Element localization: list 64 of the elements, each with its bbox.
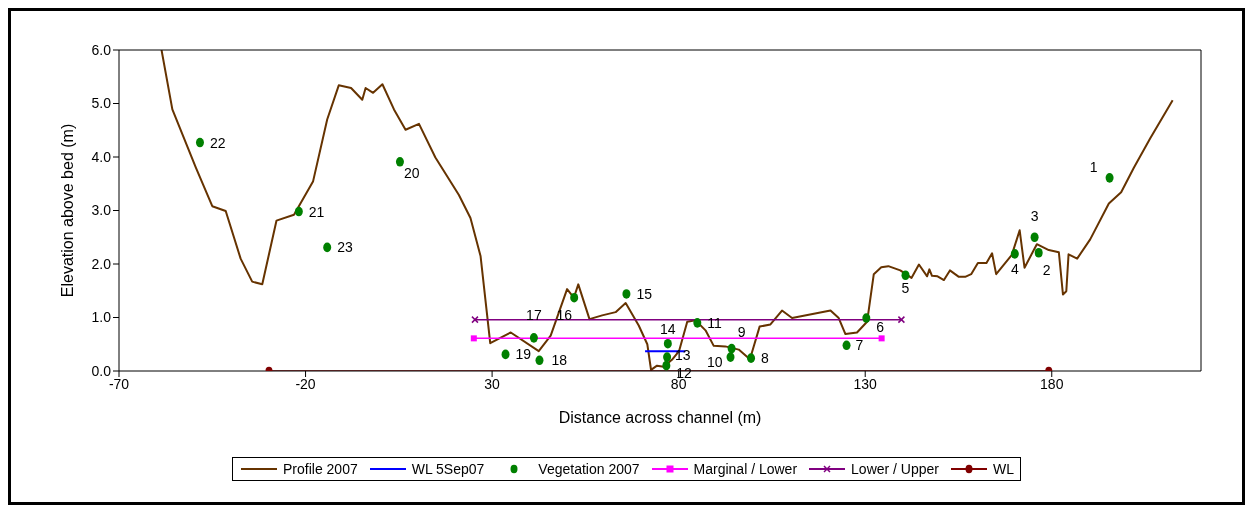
point <box>323 242 332 253</box>
annotation: 1 <box>1089 158 1098 175</box>
annotation: 5 <box>901 280 910 297</box>
point <box>727 343 736 354</box>
x-tick-label: -20 <box>295 375 316 392</box>
point <box>726 352 735 362</box>
annotation: 8 <box>761 350 770 367</box>
annotation: 4 <box>1010 260 1019 277</box>
legend-label: Lower / Upper <box>851 461 939 477</box>
annotation: 3 <box>1030 208 1039 225</box>
annotation: 21 <box>308 203 325 220</box>
legend-label: Profile 2007 <box>282 461 358 477</box>
point <box>470 335 477 342</box>
x-tick-label: 180 <box>1040 375 1064 392</box>
x-axis-title: Distance across channel (m) <box>558 409 762 426</box>
point <box>663 338 672 349</box>
annotation: 11 <box>707 314 723 331</box>
annotation: 23 <box>337 239 353 256</box>
point <box>395 157 404 167</box>
y-tick-label: 1.0 <box>91 309 112 326</box>
annotation: 2 <box>1042 261 1051 278</box>
annotation: 14 <box>660 320 676 337</box>
point <box>842 340 851 351</box>
point <box>862 313 871 323</box>
point <box>1034 247 1043 258</box>
annotation: 22 <box>209 134 226 151</box>
point <box>1105 173 1114 183</box>
point <box>901 270 910 281</box>
point <box>662 360 671 371</box>
y-tick-label: 3.0 <box>91 202 112 219</box>
point <box>570 292 579 303</box>
point <box>878 335 885 342</box>
point <box>1010 249 1019 259</box>
annotation: 6 <box>876 319 885 336</box>
point <box>195 137 204 148</box>
annotation: 17 <box>526 306 542 323</box>
legend-label: WL 5Sep07 <box>411 461 485 477</box>
x-tick-label: 30 <box>484 375 501 392</box>
y-axis-title: Elevation above bed (m) <box>58 123 76 298</box>
legend-label: Marginal / Lower <box>693 461 798 477</box>
point <box>535 355 544 366</box>
annotation: 18 <box>551 352 568 369</box>
point <box>693 318 702 328</box>
annotation: 10 <box>706 354 723 371</box>
x-tick-label: 130 <box>853 375 878 392</box>
y-tick-label: 5.0 <box>91 95 112 112</box>
annotation: 13 <box>675 347 691 364</box>
annotation: 15 <box>636 285 653 302</box>
point <box>529 333 538 343</box>
y-tick-label: 6.0 <box>91 41 112 58</box>
annotation: 7 <box>855 337 864 354</box>
point <box>622 289 631 299</box>
point <box>747 353 756 363</box>
point <box>294 206 303 217</box>
y-tick-label: 2.0 <box>91 255 112 272</box>
legend-label: WL <box>993 461 1014 477</box>
point <box>1030 232 1039 243</box>
annotation: 20 <box>403 164 420 181</box>
annotation: 19 <box>515 346 532 363</box>
point <box>501 349 510 360</box>
point <box>663 352 672 362</box>
legend-label: Vegetation 2007 <box>538 461 640 477</box>
annotation: 9 <box>737 323 746 340</box>
y-tick-label: 4.0 <box>91 148 112 165</box>
